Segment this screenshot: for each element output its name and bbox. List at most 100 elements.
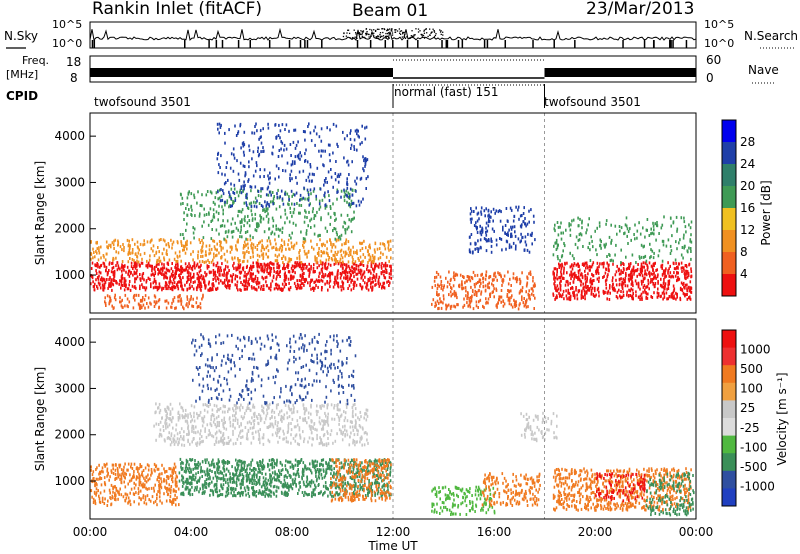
data-point [643, 265, 645, 269]
data-point [245, 284, 247, 288]
data-point [276, 283, 279, 287]
data-point [309, 219, 311, 223]
data-point [218, 240, 221, 243]
data-point [114, 496, 117, 500]
data-point [509, 277, 511, 281]
data-point [194, 214, 196, 218]
data-point [267, 185, 270, 189]
data-point [321, 270, 323, 274]
data-point [136, 262, 138, 266]
data-point [599, 238, 602, 242]
data-point [655, 238, 657, 242]
data-point [577, 277, 579, 281]
data-point [555, 294, 558, 298]
data-point [315, 278, 318, 282]
data-point [269, 266, 271, 270]
data-point [259, 470, 262, 474]
data-point [265, 214, 268, 218]
data-point [109, 491, 111, 495]
data-point [650, 248, 652, 252]
data-point [620, 290, 622, 293]
data-point [185, 207, 187, 210]
data-point [364, 162, 367, 166]
data-point [194, 280, 196, 284]
data-point [157, 475, 159, 479]
data-point [287, 260, 290, 264]
data-point [662, 281, 665, 285]
data-point [134, 266, 137, 270]
data-point [263, 288, 265, 291]
data-point [326, 126, 328, 130]
data-point [245, 203, 248, 207]
data-point [205, 244, 208, 248]
data-point [168, 285, 170, 289]
data-point [106, 294, 109, 298]
data-point [239, 188, 242, 192]
data-point [243, 153, 245, 157]
data-point [336, 253, 338, 256]
data-point [534, 238, 536, 242]
noise-search-point [426, 32, 428, 34]
data-point [375, 282, 377, 286]
data-point [581, 289, 583, 293]
noise-search-point [404, 33, 406, 36]
data-point [252, 473, 255, 477]
data-point [117, 497, 119, 501]
data-point [690, 267, 692, 271]
data-point [110, 503, 112, 507]
data-point [491, 239, 493, 243]
data-point [261, 465, 264, 469]
data-point [269, 288, 272, 292]
data-point [568, 222, 570, 226]
data-point [502, 278, 505, 282]
noise-search-point [400, 30, 403, 32]
data-point [202, 236, 205, 240]
data-point [559, 225, 561, 229]
data-point [353, 478, 356, 482]
data-point [257, 225, 259, 229]
data-point [164, 239, 166, 243]
data-point [96, 251, 98, 255]
data-point [320, 278, 322, 282]
data-point [120, 475, 123, 479]
noise-search-point [376, 28, 379, 30]
data-point [351, 278, 353, 282]
data-point [144, 498, 147, 502]
data-point [657, 292, 660, 296]
data-point [120, 493, 123, 497]
data-point [506, 292, 509, 296]
data-point [318, 199, 321, 203]
data-point [687, 274, 690, 278]
data-point [514, 301, 517, 305]
data-point [199, 287, 202, 291]
data-point [261, 246, 263, 250]
data-point [533, 220, 535, 224]
data-point [300, 261, 303, 264]
data-point [133, 500, 135, 504]
noise-search-point [386, 29, 389, 31]
data-point [153, 274, 155, 277]
data-point [614, 288, 616, 292]
data-point [312, 247, 315, 251]
data-point [447, 303, 450, 307]
data-point [123, 264, 126, 268]
data-point [215, 279, 217, 283]
noise-search-point [391, 30, 393, 32]
data-point [661, 273, 664, 277]
data-point [122, 474, 125, 478]
data-point [572, 291, 574, 295]
data-point [275, 224, 277, 228]
data-point [370, 271, 372, 275]
data-point [205, 213, 208, 216]
data-point [521, 289, 523, 293]
data-point [166, 489, 168, 493]
data-point [260, 215, 263, 219]
data-point [217, 151, 220, 155]
data-point [212, 262, 215, 266]
data-point [119, 473, 121, 477]
data-point [225, 240, 228, 244]
data-point [129, 246, 131, 250]
data-point [200, 282, 202, 286]
data-point [104, 497, 106, 501]
data-point [285, 147, 288, 151]
